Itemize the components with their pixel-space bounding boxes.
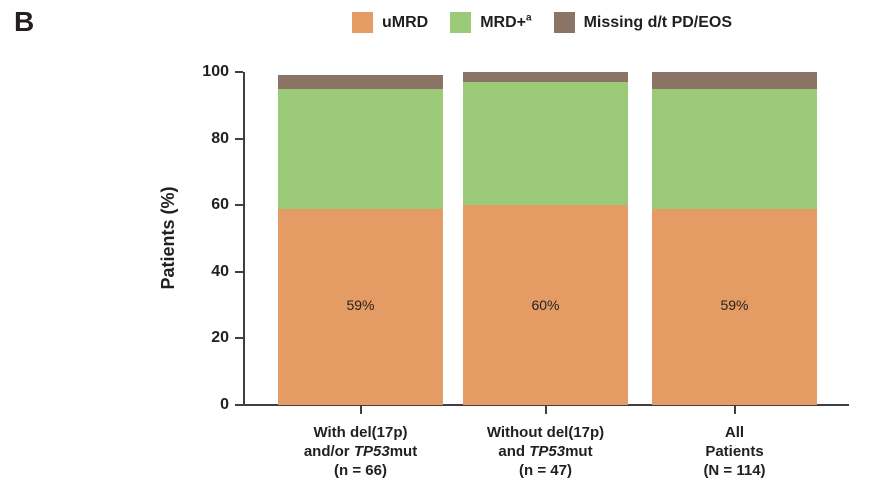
legend-label: Missing d/t PD/EOS <box>583 13 733 31</box>
legend-swatch-icon <box>553 12 575 33</box>
x-category-line: With del(17p) <box>313 424 408 441</box>
bar-value-label: 59% <box>346 297 375 313</box>
panel-label: B <box>14 6 35 37</box>
y-tick <box>235 204 243 207</box>
bar-segment-uMRD <box>652 208 817 405</box>
y-tick-label: 80 <box>211 129 229 147</box>
legend-item: MRD+a <box>450 12 532 33</box>
legend-swatch-icon <box>450 12 472 33</box>
bar-segment-Missing-d-t-PD-EOS <box>278 75 443 89</box>
x-tick <box>359 406 362 414</box>
x-axis-line <box>243 404 849 406</box>
y-tick-label: 100 <box>202 63 229 80</box>
x-category-line: (n = 66) <box>334 462 387 479</box>
y-tick-label: 20 <box>211 329 229 347</box>
legend-swatch-icon <box>352 12 373 33</box>
bar-segment-uMRD <box>463 205 628 405</box>
y-tick <box>235 71 243 73</box>
x-category-label: With del(17p) and/or TP53mut (n = 66) <box>251 423 471 480</box>
x-category-line: Patients <box>705 443 764 460</box>
y-axis-line <box>243 72 245 406</box>
x-category-line: and TP53mut <box>498 443 593 460</box>
x-tick <box>733 406 736 414</box>
bar-segment-MRD+ <box>652 88 817 209</box>
x-category-line: (n = 47) <box>519 462 572 479</box>
legend-label: uMRD <box>382 13 429 31</box>
bar-segment-MRD+ <box>463 81 628 206</box>
x-category-line: and/or TP53mut <box>303 443 418 460</box>
legend-label: MRD+a <box>480 12 532 31</box>
y-tick-label: 40 <box>211 262 229 280</box>
y-axis-title: Patients (%) <box>158 186 178 290</box>
legend-superscript: a <box>526 12 532 24</box>
bar-value-label: 59% <box>720 297 749 313</box>
x-category-line: (N = 114) <box>703 462 766 479</box>
bar-segment-uMRD <box>278 208 443 405</box>
bar-segment-Missing-d-t-PD-EOS <box>652 72 817 89</box>
x-category-line: Without del(17p) <box>486 424 605 441</box>
y-tick <box>235 137 243 140</box>
y-tick-label: 0 <box>220 396 229 413</box>
legend-item: uMRD <box>352 12 428 33</box>
bar-value-label: 60% <box>531 297 560 313</box>
legend: uMRD MRD+a Missing d/t PD/EOS <box>352 12 732 33</box>
legend-item: Missing d/t PD/EOS <box>553 12 733 33</box>
y-tick <box>235 337 243 340</box>
y-tick <box>235 270 243 273</box>
x-tick <box>544 406 547 414</box>
x-category-line: All <box>724 424 745 441</box>
y-tick <box>235 404 243 406</box>
x-category-label: Without del(17p) and TP53mut (n = 47) <box>436 423 656 480</box>
bar-segment-MRD+ <box>278 88 443 209</box>
bar-segment-Missing-d-t-PD-EOS <box>463 72 628 82</box>
y-tick-label: 60 <box>211 196 229 214</box>
x-category-label: All Patients (N = 114) <box>625 423 845 480</box>
